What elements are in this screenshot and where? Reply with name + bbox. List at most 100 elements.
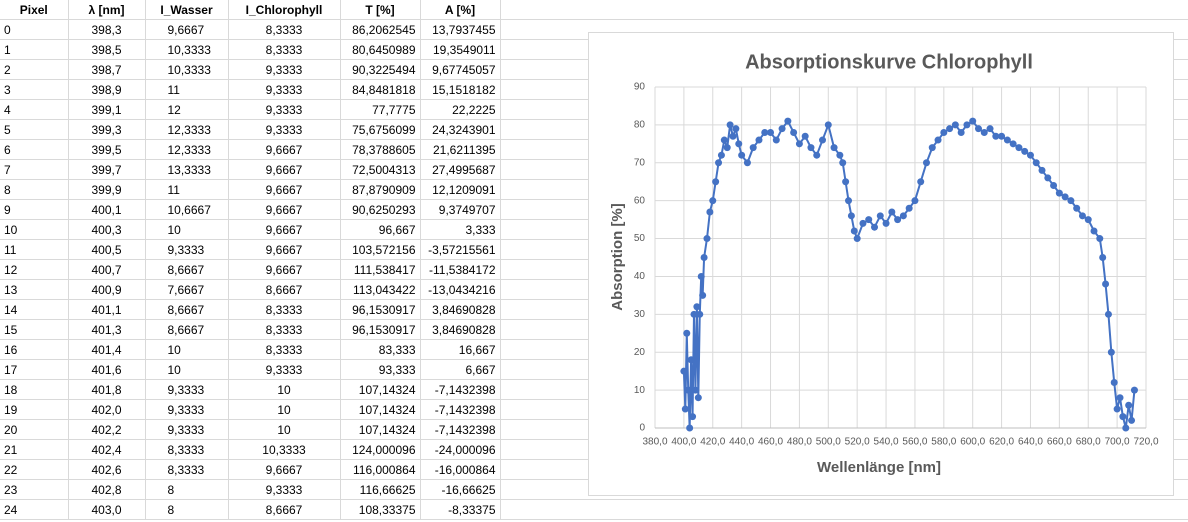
data-line: [682, 119, 1136, 429]
table-cell: -3,57215561: [420, 239, 501, 260]
table-row: 13 400,9 7,6667 8,6667 113,043422 -13,0434216: [0, 279, 501, 300]
table-cell: 107,14324: [340, 399, 421, 420]
x-tick-label: 660,0: [1047, 437, 1072, 448]
table-cell: 22: [0, 459, 69, 480]
table-cell: 402,6: [68, 459, 146, 480]
x-tick-label: 460,0: [758, 437, 783, 448]
data-point: [847, 212, 855, 220]
table-cell: 9,6667: [145, 19, 229, 40]
table-cell: 10: [228, 399, 341, 420]
table-row: 23 402,8 8 9,3333 116,66625 -16,66625: [0, 479, 501, 500]
y-tick-label: 80: [634, 120, 646, 131]
table-cell: 399,1: [68, 99, 146, 120]
x-tick-label: 400,0: [671, 437, 696, 448]
table-row: 16 401,4 10 8,3333 83,333 16,667: [0, 339, 501, 360]
table-cell: 75,6756099: [340, 119, 421, 140]
table-cell: 87,8790909: [340, 179, 421, 200]
data-point: [1003, 136, 1011, 144]
table-cell: 9,6667: [228, 259, 341, 280]
x-tick-label: 420,0: [700, 437, 725, 448]
data-point: [1084, 216, 1092, 224]
table-cell: 10,3333: [145, 59, 229, 80]
table-cell: 107,14324: [340, 419, 421, 440]
table-cell: 399,3: [68, 119, 146, 140]
table-cell: 9,3333: [228, 359, 341, 380]
table-cell: 72,5004313: [340, 159, 421, 180]
table-cell: -13,0434216: [420, 279, 501, 300]
data-table: Pixel λ [nm] I_Wasser I_Chlorophyll T [%] A […: [0, 0, 501, 520]
data-point: [690, 310, 698, 318]
data-point: [850, 227, 858, 235]
y-tick-label: 20: [634, 347, 646, 358]
data-point: [790, 128, 798, 136]
table-cell: 113,043422: [340, 279, 421, 300]
table-row: 21 402,4 8,3333 10,3333 124,000096 -24,000096: [0, 439, 501, 460]
data-point: [697, 272, 705, 280]
table-cell: 399,9: [68, 179, 146, 200]
data-point: [1116, 394, 1124, 402]
data-point: [772, 136, 780, 144]
table-cell: 399,5: [68, 139, 146, 160]
table-cell: 8,3333: [145, 439, 229, 460]
table-cell: 400,5: [68, 239, 146, 260]
table-cell: 96,1530917: [340, 319, 421, 340]
header-row: Pixel λ [nm] I_Wasser I_Chlorophyll T [%] A […: [0, 0, 501, 20]
table-row: 24 403,0 8 8,6667 108,33375 -8,33375: [0, 499, 501, 520]
table-row: 8 399,9 11 9,6667 87,8790909 12,1209091: [0, 179, 501, 200]
data-point: [723, 144, 731, 152]
table-cell: 10,3333: [145, 39, 229, 60]
table-cell: 8,3333: [228, 319, 341, 340]
data-point: [681, 405, 689, 413]
table-cell: 398,9: [68, 79, 146, 100]
data-point: [717, 151, 725, 159]
table-cell: 10: [145, 219, 229, 240]
data-point: [706, 208, 714, 216]
data-point: [957, 128, 965, 136]
column-header: I_Chlorophyll: [228, 0, 341, 20]
data-point: [876, 212, 884, 220]
data-point: [1073, 204, 1081, 212]
data-point: [911, 197, 919, 205]
table-cell: 1: [0, 39, 69, 60]
data-point: [699, 291, 707, 299]
table-cell: 108,33375: [340, 499, 421, 520]
table-cell: -7,1432398: [420, 419, 501, 440]
data-point: [905, 204, 913, 212]
table-row: 22 402,6 8,3333 9,6667 116,000864 -16,000864: [0, 459, 501, 480]
table-cell: 3,333: [420, 219, 501, 240]
table-row: 5 399,3 12,3333 9,3333 75,6756099 24,3243901: [0, 119, 501, 140]
data-point: [1104, 310, 1112, 318]
table-cell: 8,6667: [145, 259, 229, 280]
data-point: [749, 144, 757, 152]
data-point: [687, 356, 695, 364]
table-cell: 78,3788605: [340, 139, 421, 160]
table-cell: 116,000864: [340, 459, 421, 480]
table-row: 2 398,7 10,3333 9,3333 90,3225494 9,67745057: [0, 59, 501, 80]
table-cell: 17: [0, 359, 69, 380]
table-row: 3 398,9 11 9,3333 84,8481818 15,1518182: [0, 79, 501, 100]
table-cell: 8: [145, 479, 229, 500]
data-point: [761, 128, 769, 136]
data-point: [1009, 140, 1017, 148]
column-header: I_Wasser: [145, 0, 229, 20]
table-cell: 9,6667: [228, 159, 341, 180]
table-cell: 3: [0, 79, 69, 100]
column-header: T [%]: [340, 0, 421, 20]
table-cell: 103,572156: [340, 239, 421, 260]
data-point: [819, 136, 827, 144]
table-row: 20 402,2 9,3333 10 107,14324 -7,1432398: [0, 419, 501, 440]
data-point: [778, 125, 786, 133]
table-cell: 15: [0, 319, 69, 340]
table-cell: 9,6667: [228, 199, 341, 220]
data-point: [694, 394, 702, 402]
table-row: 19 402,0 9,3333 10 107,14324 -7,1432398: [0, 399, 501, 420]
data-point: [784, 117, 792, 125]
table-row: 4 399,1 12 9,3333 77,7775 22,2225: [0, 99, 501, 120]
y-tick-label: 30: [634, 309, 646, 320]
table-cell: 400,1: [68, 199, 146, 220]
x-tick-label: 700,0: [1105, 437, 1130, 448]
data-point: [980, 128, 988, 136]
table-cell: 83,333: [340, 339, 421, 360]
x-tick-label: 680,0: [1076, 437, 1101, 448]
